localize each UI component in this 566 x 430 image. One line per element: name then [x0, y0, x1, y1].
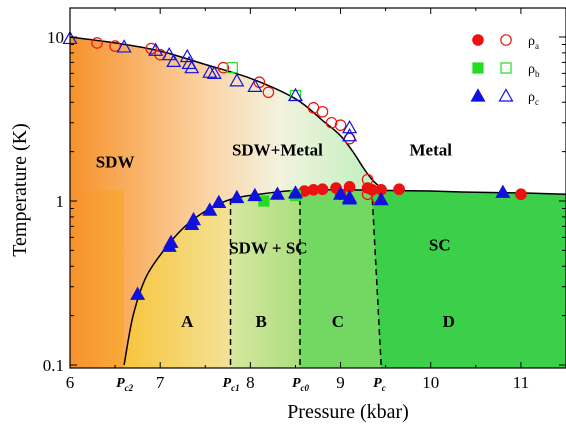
axes: 6 7 8 9 10 11 0.1 1 10: [43, 8, 566, 392]
data-point-rho_c_filled-14: [373, 191, 389, 206]
data-point-rho_c_filled-13: [342, 191, 358, 205]
data-point-rho_a_open-8: [316, 105, 329, 118]
region-labels: SDW SDW+Metal Metal SDW + SC SC A B C D: [96, 140, 455, 331]
data-point-rho_a_open-10: [334, 119, 347, 131]
data-point-rho_a_open-2: [145, 42, 157, 55]
legend-marker-open-a: [500, 34, 512, 46]
data-point-rho_c_open-12: [287, 87, 303, 102]
data-point-rho_a_filled-9: [393, 183, 405, 196]
region-label-6: B: [256, 312, 267, 331]
y-tick-label-2: 10: [47, 28, 64, 47]
data-point-rho_c_open-5: [179, 48, 195, 63]
pressure-marker-label-c1: Pc1: [223, 376, 240, 393]
plot-frame: [69, 7, 566, 369]
data-point-rho_c_open-3: [161, 46, 177, 61]
pressure-marker-label-c: Pc: [373, 376, 386, 393]
legend-marker-open-c: [498, 88, 514, 102]
x-tick-label-0: 6: [66, 373, 75, 392]
legend-marker-filled-b: [472, 62, 484, 74]
region-label-3: SDW + SC: [229, 238, 307, 257]
pressure-marker-label-c2: Pc2: [116, 376, 134, 393]
y-tick-label-0: 0.1: [43, 356, 64, 375]
x-tick-label-3: 9: [336, 373, 345, 392]
x-tick-label-1: 7: [156, 373, 165, 392]
region-zone-c: [299, 189, 382, 368]
data-point-rho_c_open-10: [229, 73, 245, 87]
data-point-rho_c_open-13: [342, 119, 358, 134]
legend-marker-open-b: [500, 62, 512, 74]
legend-label-b: ρb: [528, 62, 540, 79]
data-markers: [62, 30, 527, 300]
data-point-rho_c_open-11: [247, 78, 263, 92]
data-point-rho_c_open-2: [148, 42, 164, 56]
data-point-rho_a_filled-2: [316, 183, 329, 196]
region-label-2: Metal: [409, 140, 452, 159]
data-point-rho_a_open-9: [325, 116, 338, 129]
data-point-rho_c_filled-8: [247, 187, 263, 202]
region-sdw-left: [70, 190, 125, 368]
data-point-rho_c_open-7: [184, 59, 200, 74]
data-point-rho_b_open-0: [226, 62, 238, 74]
data-point-rho_c_filled-10: [287, 185, 303, 199]
x-axis-title: Pressure (kbar): [287, 401, 409, 423]
data-point-rho_c_open-9: [206, 65, 222, 79]
legend: ρa ρb ρc: [470, 34, 540, 107]
data-point-rho_c_filled-7: [229, 189, 245, 204]
region-sdw-metal: [70, 8, 382, 368]
x-tick-label-2: 8: [246, 373, 255, 392]
data-point-rho_c_filled-4: [186, 211, 202, 226]
data-point-rho_c_filled-5: [202, 202, 218, 216]
legend-label-c: ρc: [528, 90, 539, 107]
boundary-curve-lower: [123, 189, 566, 366]
legend-label-a: ρa: [528, 34, 539, 51]
region-zone-b: [230, 190, 300, 368]
data-point-rho_c_filled-6: [211, 194, 227, 209]
data-point-rho_c_filled-9: [269, 186, 285, 200]
data-point-rho_a_open-6: [262, 86, 275, 99]
y-axis-title: Temperature (K): [9, 123, 31, 257]
legend-marker-filled-a: [472, 34, 484, 46]
boundary-curve-pc: [371, 194, 382, 366]
data-point-rho_a_open-0: [91, 37, 103, 49]
data-point-rho_a_open-4: [217, 61, 230, 74]
data-point-rho_c_filled-11: [333, 186, 349, 200]
x-tick-label-4: 10: [422, 373, 439, 392]
region-label-1: SDW+Metal: [232, 140, 323, 159]
data-point-rho_c_open-4: [166, 53, 182, 67]
region-label-5: A: [181, 312, 194, 331]
data-point-rho_a_filled-10: [515, 188, 527, 201]
region-label-4: SC: [429, 235, 451, 254]
region-label-8: D: [443, 312, 455, 331]
data-point-rho_c_open-8: [202, 64, 218, 78]
region-label-0: SDW: [96, 153, 135, 172]
pressure-marker-labels: Pc2 Pc1 Pc0 Pc: [116, 376, 386, 393]
data-point-rho_c_filled-0: [130, 286, 146, 300]
data-point-rho_c_open-14: [342, 128, 358, 142]
region-zone-a: [124, 199, 231, 368]
data-point-rho_c_filled-2: [163, 234, 179, 248]
legend-marker-filled-c: [470, 88, 486, 102]
y-tick-label-1: 1: [56, 192, 65, 211]
data-point-rho_a_open-12: [361, 173, 374, 186]
region-label-7: C: [332, 312, 344, 331]
pressure-marker-label-c0: Pc0: [292, 376, 310, 393]
data-point-rho_c_open-1: [116, 39, 132, 53]
data-point-rho_c_filled-15: [495, 184, 511, 198]
x-tick-label-5: 11: [513, 373, 529, 392]
